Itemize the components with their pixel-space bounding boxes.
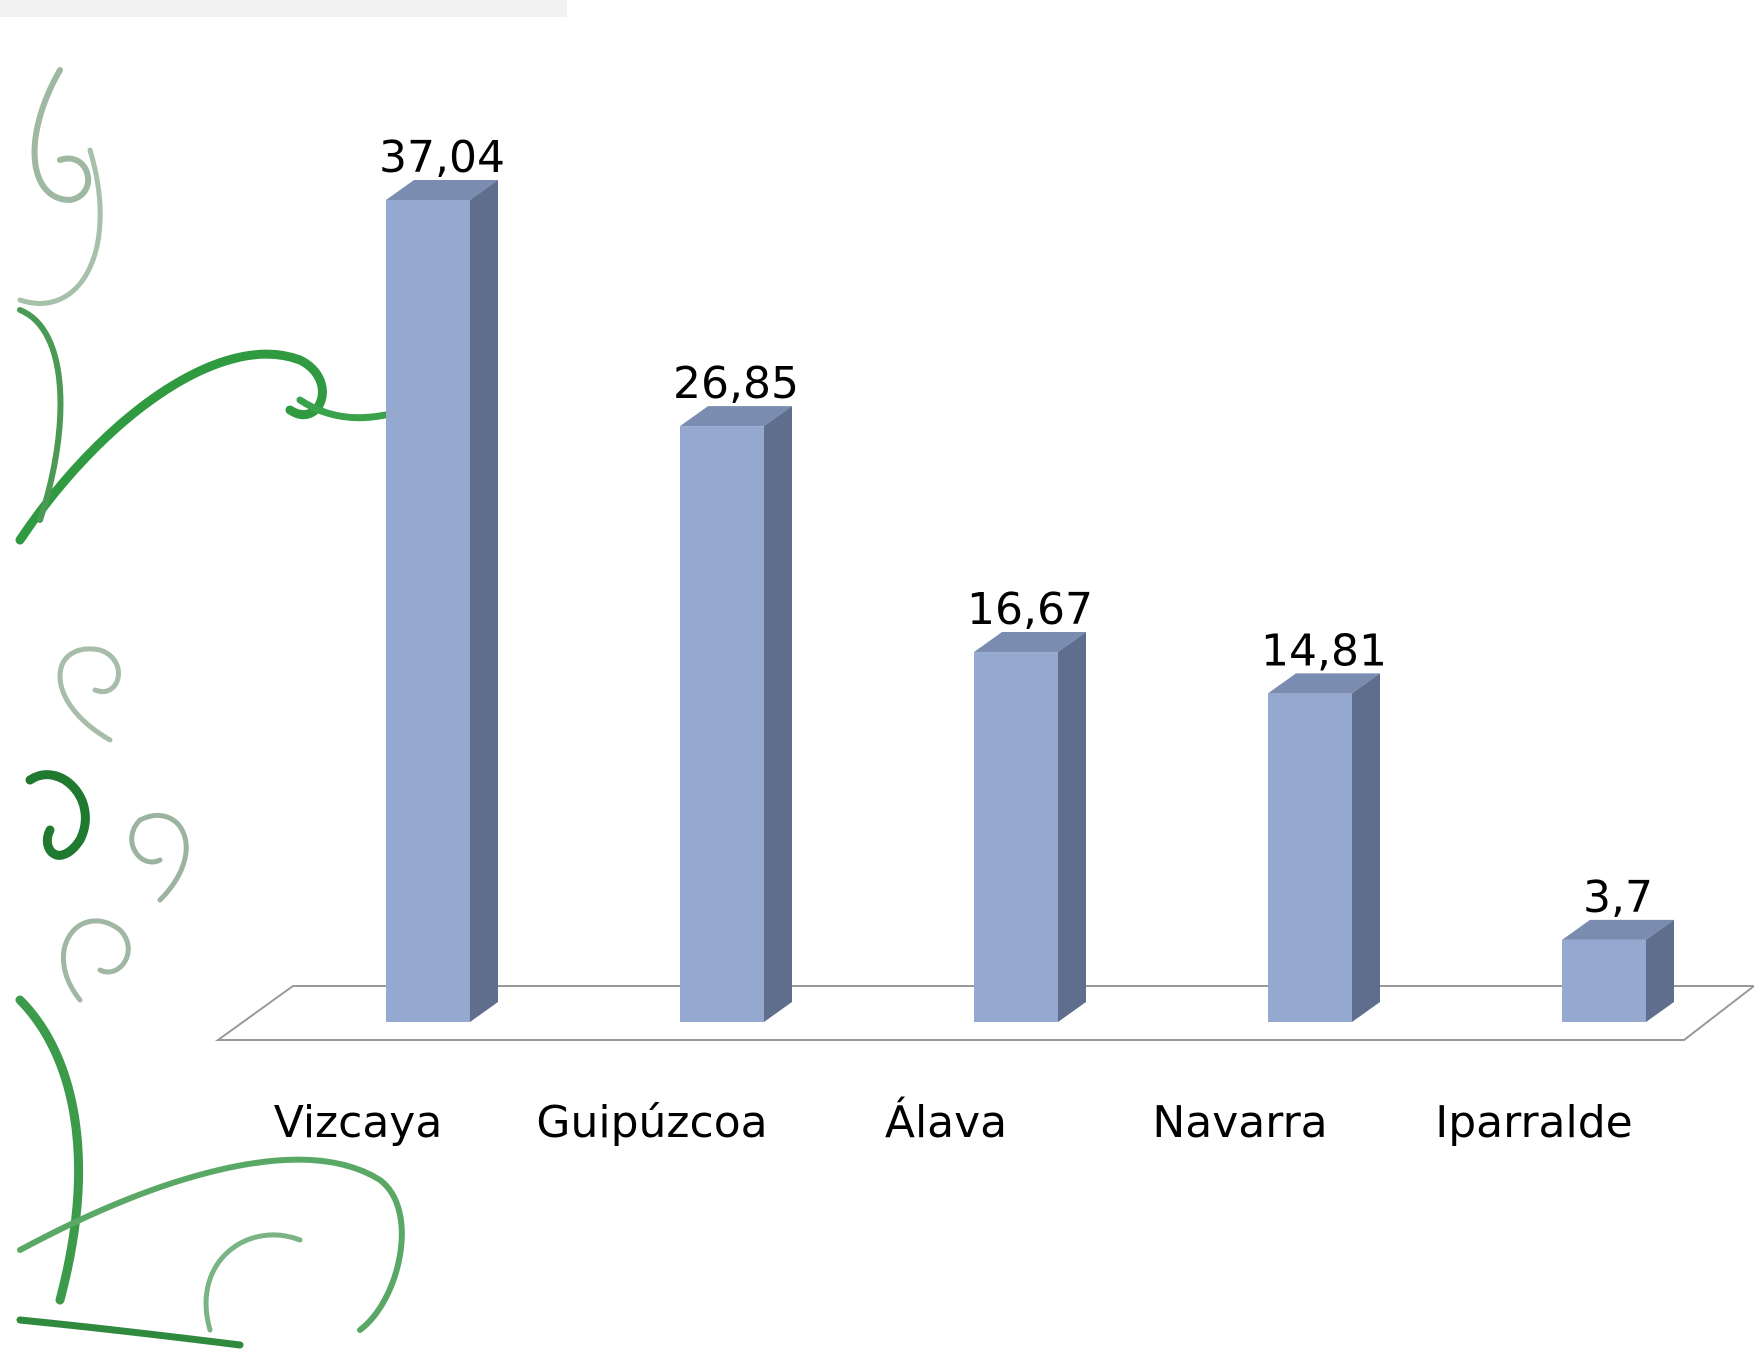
bar-side: [1058, 632, 1086, 1022]
bar-top: [1562, 919, 1674, 940]
bar: [680, 426, 764, 1022]
x-tick-label: Álava: [885, 1095, 1007, 1148]
decoration: [15, 67, 405, 1349]
bar: [1562, 939, 1646, 1022]
bar-top: [974, 632, 1086, 653]
x-tick-label: Navarra: [1152, 1097, 1327, 1148]
top-bar: [0, 0, 567, 17]
bar: [386, 200, 470, 1022]
bar-side: [1352, 673, 1380, 1022]
x-tick-label: Iparralde: [1435, 1097, 1632, 1148]
bar-side: [764, 406, 792, 1022]
bar-top: [1268, 673, 1380, 694]
value-label: 16,67: [967, 584, 1093, 635]
value-label: 26,85: [673, 358, 799, 409]
bar: [1268, 693, 1352, 1022]
bar-top: [386, 180, 498, 200]
bar-top: [680, 406, 792, 427]
value-label: 3,7: [1583, 872, 1653, 923]
bar: [974, 652, 1058, 1022]
value-label: 37,04: [379, 132, 505, 183]
x-tick-label: Vizcaya: [274, 1097, 443, 1148]
value-label: 14,81: [1261, 625, 1387, 676]
x-tick-label: Guipúzcoa: [536, 1097, 767, 1148]
bar-side: [1646, 919, 1674, 1022]
bar-side: [470, 180, 498, 1022]
